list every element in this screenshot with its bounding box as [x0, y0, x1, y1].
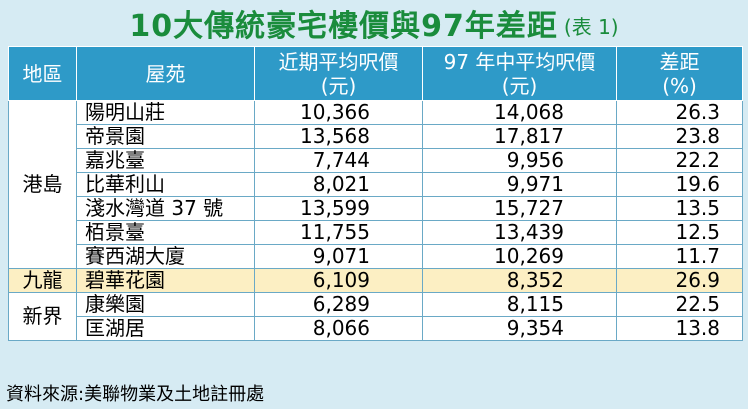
source-note: 資料來源:美聯物業及土地註冊處	[6, 384, 265, 405]
table-row: 匡湖居 8,066 9,354 13.8	[9, 316, 743, 341]
y97-price-cell: 14,068	[422, 100, 617, 125]
estate-cell: 匡湖居	[76, 316, 255, 341]
y97-price-cell: 8,352	[422, 268, 617, 293]
table-row: 淺水灣道 37 號 13,599 15,727 13.5	[9, 196, 743, 221]
estate-cell: 嘉兆臺	[76, 148, 255, 173]
recent-price-cell: 11,755	[254, 220, 423, 245]
estate-cell: 比華利山	[76, 172, 255, 197]
header-recent-price: 近期平均呎價 (元)	[254, 46, 423, 101]
y97-price-cell: 10,269	[422, 244, 617, 269]
y97-price-cell: 13,439	[422, 220, 617, 245]
gap-cell: 22.2	[616, 148, 743, 173]
page-title: 10大傳統豪宅樓價與97年差距	[129, 8, 558, 44]
y97-price-cell: 15,727	[422, 196, 617, 221]
gap-cell: 22.5	[616, 292, 743, 317]
header-estate: 屋苑	[76, 46, 255, 101]
recent-price-cell: 13,568	[254, 124, 423, 149]
region-cell: 港島	[8, 100, 77, 269]
y97-price-cell: 9,956	[422, 148, 617, 173]
recent-price-cell: 10,366	[254, 100, 423, 125]
table-row: 栢景臺 11,755 13,439 12.5	[9, 220, 743, 245]
recent-price-cell: 8,066	[254, 316, 423, 341]
table-row: 港島 陽明山莊 10,366 14,068 26.3	[8, 100, 743, 269]
estate-cell: 賽西湖大廈	[76, 244, 255, 269]
title-bar: 10大傳統豪宅樓價與97年差距 (表 1)	[0, 0, 748, 45]
price-table: 地區 屋苑 近期平均呎價 (元) 97 年中平均呎價 (元) 差距 (%) 港島 陽明…	[8, 46, 743, 341]
y97-price-cell: 9,971	[422, 172, 617, 197]
gap-cell: 13.5	[616, 196, 743, 221]
estate-cell: 帝景園	[76, 124, 255, 149]
gap-cell: 12.5	[616, 220, 743, 245]
table-row: 帝景園 13,568 17,817 23.8	[9, 124, 743, 149]
table-number: (表 1)	[563, 15, 619, 39]
recent-price-cell: 7,744	[254, 148, 423, 173]
gap-cell: 19.6	[616, 172, 743, 197]
recent-price-cell: 9,071	[254, 244, 423, 269]
gap-cell: 26.3	[616, 100, 743, 125]
estate-cell: 碧華花園	[76, 268, 255, 293]
recent-price-cell: 8,021	[254, 172, 423, 197]
recent-price-cell: 6,289	[254, 292, 423, 317]
header-row: 地區 屋苑 近期平均呎價 (元) 97 年中平均呎價 (元) 差距 (%)	[8, 46, 743, 101]
gap-cell: 23.8	[616, 124, 743, 149]
region-cell: 新界	[8, 292, 77, 341]
region-cell: 九龍	[8, 268, 77, 293]
header-gap: 差距 (%)	[616, 46, 743, 101]
estate-cell: 淺水灣道 37 號	[76, 196, 255, 221]
recent-price-cell: 6,109	[254, 268, 423, 293]
header-97-price: 97 年中平均呎價 (元)	[422, 46, 617, 101]
gap-cell: 11.7	[616, 244, 743, 269]
gap-cell: 26.9	[616, 268, 743, 293]
table-row: 比華利山 8,021 9,971 19.6	[9, 172, 743, 197]
gap-cell: 13.8	[616, 316, 743, 341]
y97-price-cell: 17,817	[422, 124, 617, 149]
recent-price-cell: 13,599	[254, 196, 423, 221]
header-region: 地區	[8, 46, 77, 101]
estate-cell: 陽明山莊	[76, 100, 255, 125]
y97-price-cell: 8,115	[422, 292, 617, 317]
table-row: 賽西湖大廈 9,071 10,269 11.7	[9, 244, 743, 269]
estate-cell: 康樂園	[76, 292, 255, 317]
estate-cell: 栢景臺	[76, 220, 255, 245]
y97-price-cell: 9,354	[422, 316, 617, 341]
table-row: 新界 康樂園 6,289 8,115 22.5	[8, 292, 743, 341]
table-row: 嘉兆臺 7,744 9,956 22.2	[9, 148, 743, 173]
table-row-highlighted: 九龍 碧華花園 6,109 8,352 26.9	[8, 268, 743, 293]
